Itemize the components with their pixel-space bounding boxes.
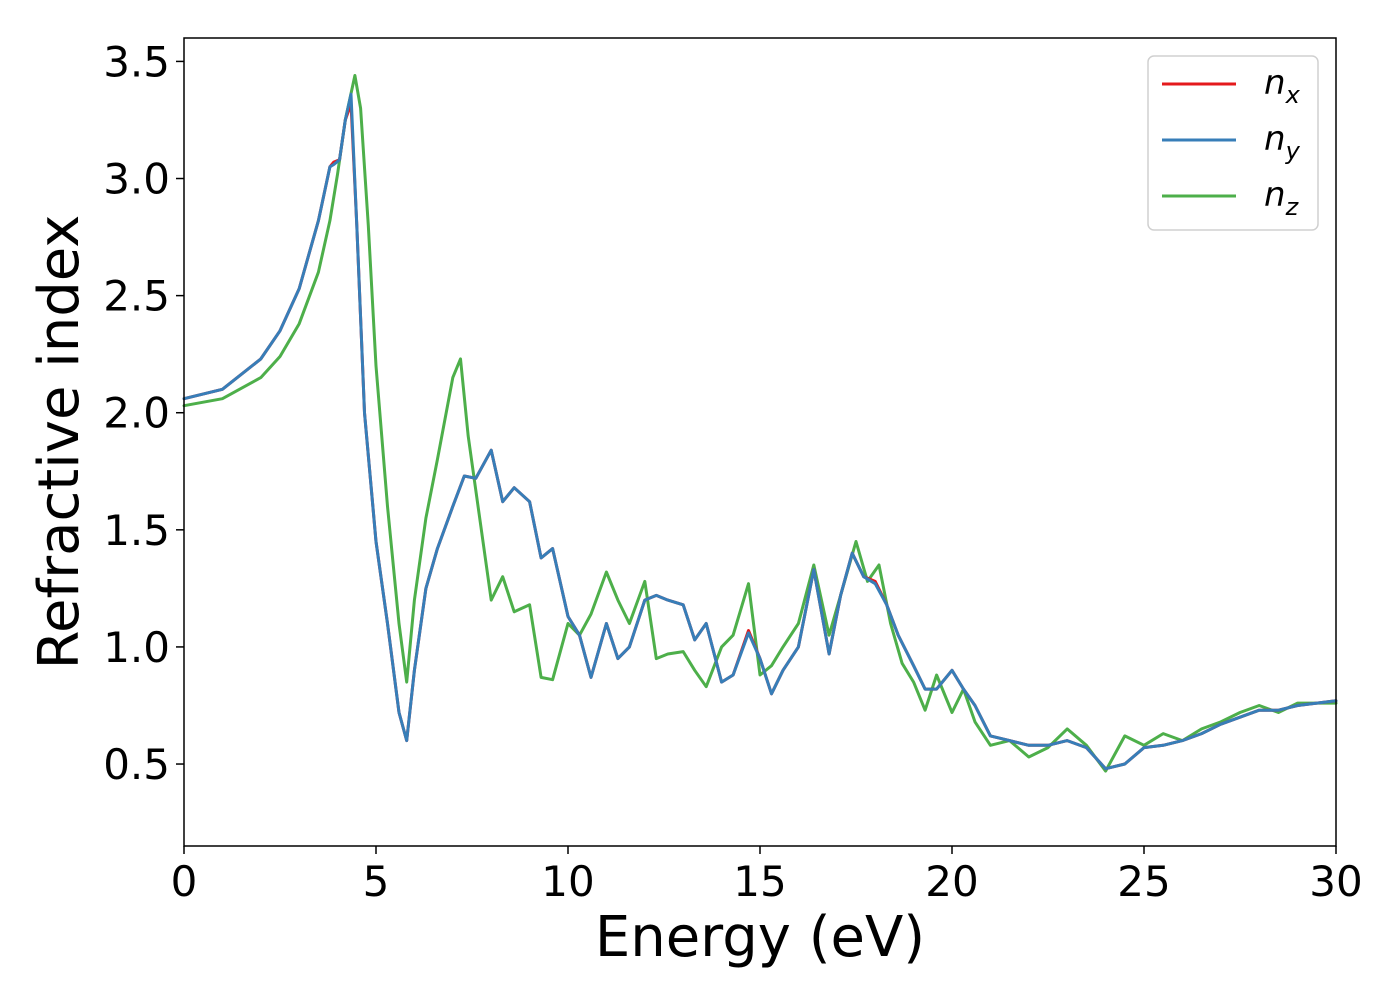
x-tick-label: 30 [1309,857,1362,906]
x-tick-label: 0 [171,857,198,906]
y-tick-label: 3.5 [103,37,170,86]
x-axis: 0 5 10 15 20 25 30 [171,846,1363,906]
y-tick-label: 1.0 [103,623,170,672]
y-tick-label: 3.0 [103,155,170,204]
y-axis-title: Refractive index [27,215,92,670]
x-tick-label: 5 [363,857,390,906]
x-tick-label: 25 [1117,857,1170,906]
x-tick-label: 20 [925,857,978,906]
x-tick-label: 10 [541,857,594,906]
legend-box [1147,55,1319,231]
y-tick-label: 2.5 [103,272,170,321]
y-tick-label: 0.5 [103,740,170,789]
x-axis-title: Energy (eV) [595,905,925,970]
y-tick-label: 1.5 [103,506,170,555]
series-line-nz [182,74,1338,773]
y-tick-label: 2.0 [103,389,170,438]
x-tick-label: 15 [733,857,786,906]
series-layer [182,74,1338,773]
series-line-ny [182,92,1338,771]
y-axis: 0.5 1.0 1.5 2.0 2.5 3.0 3.5 [103,37,184,789]
legend-label-nz: nz [1264,175,1300,221]
